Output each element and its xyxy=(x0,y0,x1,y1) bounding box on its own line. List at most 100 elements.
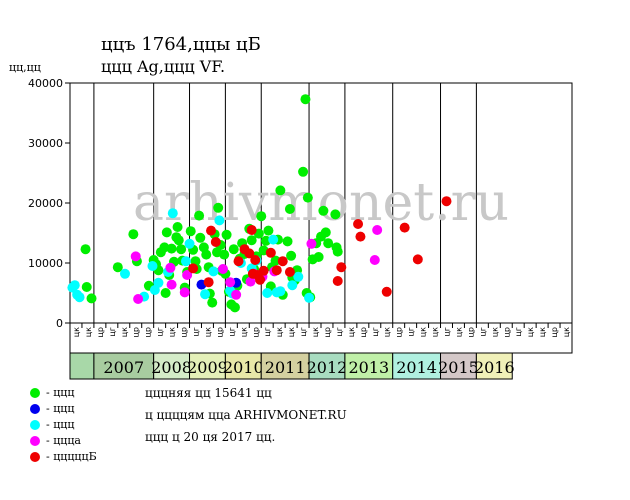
x-subtick-label: цк xyxy=(168,327,177,337)
data-point xyxy=(313,252,324,262)
data-point xyxy=(355,231,366,242)
data-point xyxy=(133,294,144,304)
data-point xyxy=(225,277,236,288)
x-subtick-label: цк xyxy=(526,327,535,337)
x-subtick-label: цг xyxy=(478,327,487,337)
data-point xyxy=(179,287,190,298)
x-subtick-label: цк xyxy=(287,327,296,337)
x-subtick-label: цр xyxy=(96,327,105,338)
data-point xyxy=(336,262,347,273)
data-point xyxy=(184,238,195,249)
watermark: arhivmonet.ru xyxy=(133,173,509,233)
x-subtick-label: цг xyxy=(335,327,344,337)
data-point xyxy=(194,210,205,221)
x-subtick-label: цг xyxy=(299,327,308,337)
info-line-date: ццц ц 20 ця 2017 цц. xyxy=(145,430,276,444)
legend-swatch-green xyxy=(30,388,40,398)
legend-swatch-magenta xyxy=(30,436,40,446)
x-subtick-label: цр xyxy=(550,327,559,338)
data-point xyxy=(208,266,219,277)
x-subtick-label: цг xyxy=(108,327,117,337)
x-subtick-label: цк xyxy=(72,327,81,337)
data-point xyxy=(214,215,225,226)
data-point xyxy=(130,251,141,262)
x-subtick-label: цк xyxy=(239,327,248,337)
data-point xyxy=(213,202,224,213)
data-point xyxy=(399,222,410,233)
x-subtick-label: цр xyxy=(466,327,475,338)
x-subtick-label: цк xyxy=(275,327,284,337)
data-point xyxy=(304,292,315,303)
x-subtick-label: цк xyxy=(203,327,212,337)
x-subtick-label: цг xyxy=(227,327,236,337)
x-subtick-label: цк xyxy=(454,327,463,337)
data-point xyxy=(306,238,317,249)
data-point xyxy=(293,271,304,282)
x-subtick-label: цк xyxy=(431,327,440,337)
data-point xyxy=(217,264,228,274)
legend-label: - ццца xyxy=(46,434,81,447)
info-line-average: цццняя цц 15641 цц xyxy=(145,386,272,400)
data-point xyxy=(188,263,199,274)
data-point xyxy=(81,282,92,292)
year-label: 2015 xyxy=(438,358,479,377)
data-point xyxy=(287,280,298,291)
x-subtick-label: цк xyxy=(84,327,93,337)
data-point xyxy=(112,262,123,273)
x-subtick-label: цр xyxy=(251,327,260,338)
data-point xyxy=(244,248,255,259)
year-band xyxy=(475,352,513,380)
data-point xyxy=(185,226,196,237)
data-point xyxy=(147,261,158,271)
data-point xyxy=(201,249,212,260)
data-point xyxy=(74,292,85,303)
data-point xyxy=(330,209,341,220)
x-subtick-label: цр xyxy=(180,327,189,338)
data-point xyxy=(210,237,221,247)
year-band xyxy=(69,352,95,380)
chart-title: ццъ 1764,ццы цБ xyxy=(101,34,261,55)
year-label: 2007 xyxy=(103,358,144,377)
data-point xyxy=(160,288,171,298)
data-point xyxy=(275,185,286,196)
data-point xyxy=(318,205,329,216)
data-point xyxy=(270,255,281,266)
data-point xyxy=(256,211,267,222)
data-point xyxy=(128,229,139,240)
data-point xyxy=(353,219,364,229)
data-point xyxy=(255,274,266,285)
chart-subtitle: ццц Ag,ццц VF. xyxy=(101,57,226,76)
y-tick-label: 10000 xyxy=(28,257,63,270)
year-label: 2009 xyxy=(187,358,228,377)
data-point xyxy=(298,166,309,177)
data-point xyxy=(300,94,311,105)
data-point xyxy=(265,247,276,258)
year-label: 2011 xyxy=(265,358,306,377)
x-subtick-label: цг xyxy=(192,327,201,337)
legend-label: - ццц xyxy=(46,418,75,431)
x-subtick-label: цк xyxy=(311,327,320,337)
data-point xyxy=(332,276,343,286)
data-point xyxy=(302,192,313,203)
y-tick-label: 20000 xyxy=(28,197,63,210)
data-point xyxy=(323,238,334,249)
legend-swatch-red xyxy=(30,452,40,462)
x-subtick-label: цк xyxy=(490,327,499,337)
data-point xyxy=(320,227,331,238)
data-point xyxy=(153,277,164,288)
data-point xyxy=(233,256,244,267)
data-point xyxy=(250,255,261,265)
data-point xyxy=(286,250,297,261)
data-point xyxy=(161,227,172,238)
legend-label: - ццц xyxy=(46,386,75,399)
y-tick-label: 30000 xyxy=(28,137,63,150)
x-subtick-label: цк xyxy=(347,327,356,337)
data-point xyxy=(231,289,242,300)
data-point xyxy=(284,204,295,214)
data-point xyxy=(86,293,97,304)
data-point xyxy=(245,276,256,287)
data-point xyxy=(246,235,257,246)
year-label: 2008 xyxy=(151,358,192,377)
data-point xyxy=(332,246,343,257)
